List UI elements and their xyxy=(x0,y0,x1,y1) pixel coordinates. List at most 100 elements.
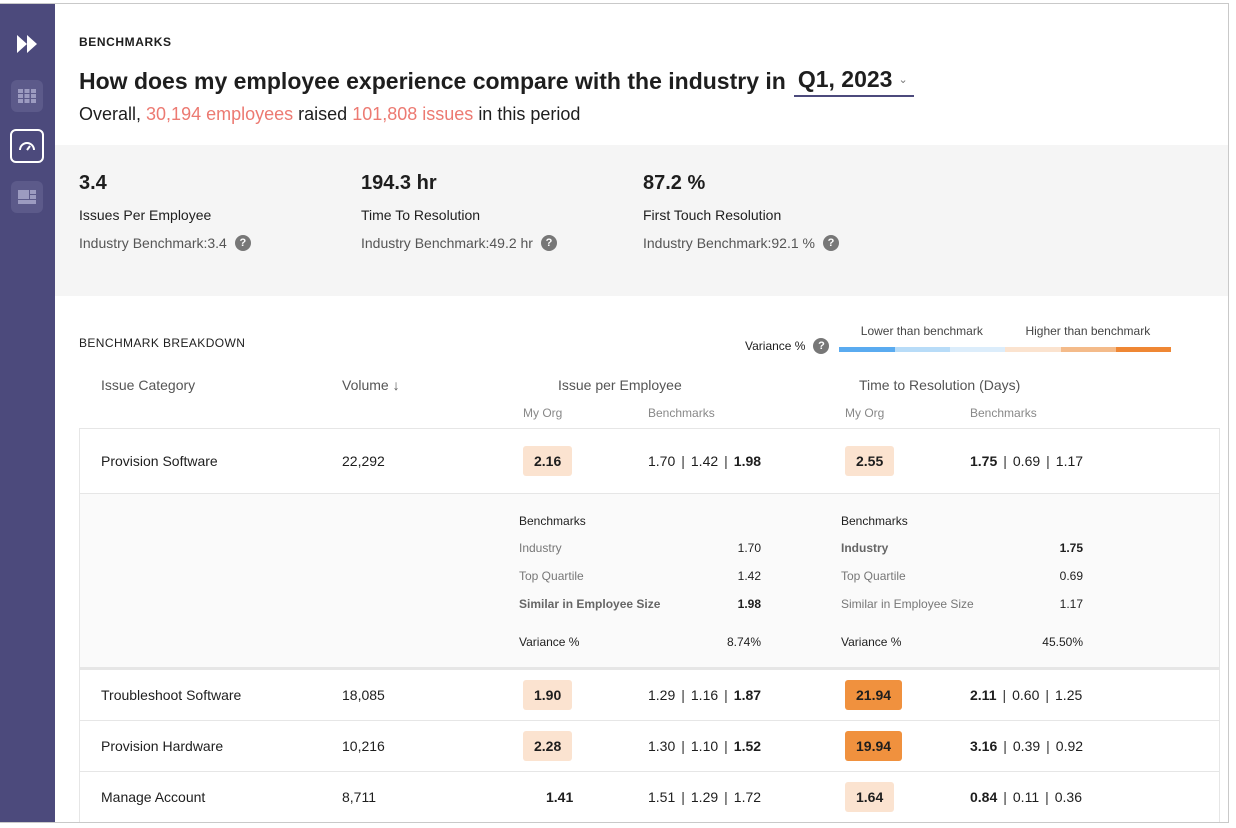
col-issue-category[interactable]: Issue Category xyxy=(101,377,196,393)
sidebar xyxy=(0,4,55,822)
variance-value: 45.50% xyxy=(1042,635,1083,649)
detail-value: 1.98 xyxy=(737,597,761,611)
detail-label: Industry xyxy=(841,541,889,555)
detail-label: Similar in Employee Size xyxy=(841,597,974,611)
detail-value: 0.69 xyxy=(1059,569,1083,583)
detail-label: Similar in Employee Size xyxy=(519,597,661,611)
grid-icon[interactable] xyxy=(11,80,43,112)
fast-forward-icon[interactable] xyxy=(11,28,43,60)
category-cell: Manage Account xyxy=(101,789,206,805)
detail-value: 1.70 xyxy=(737,541,761,555)
legend-swatch xyxy=(1116,347,1172,352)
subcol-ipe-my-org: My Org xyxy=(523,406,563,420)
ipe-my-org-value: 2.16 xyxy=(523,446,573,476)
table-row[interactable]: Provision Hardware 10,216 2.28 1.30 | 1.10 | 1.… xyxy=(79,720,1220,771)
legend-swatch xyxy=(1060,347,1117,352)
detail-row: Similar in Employee Size 1.98 xyxy=(519,590,761,618)
separator: | xyxy=(1045,687,1050,703)
main-content: BENCHMARKS How does my employee experien… xyxy=(55,4,1228,822)
ipe-benchmark-value: 1.98 xyxy=(733,453,762,469)
ipe-benchmarks: 1.30 | 1.10 | 1.52 xyxy=(648,738,761,754)
ipe-benchmarks: 1.70 | 1.42 | 1.98 xyxy=(648,453,761,469)
legend-swatch xyxy=(839,347,895,352)
kpi-value: 3.4 xyxy=(79,172,107,194)
separator: | xyxy=(724,789,728,805)
page-title: How does my employee experience compare … xyxy=(79,66,914,97)
page-eyebrow: BENCHMARKS xyxy=(79,35,172,49)
period-dropdown[interactable]: Q1, 2023 ⌄ xyxy=(793,66,914,97)
kpi-label: Issues Per Employee xyxy=(79,207,212,223)
ipe-benchmark-value: 1.10 xyxy=(690,738,719,754)
subcol-ipe-benchmarks: Benchmarks xyxy=(648,406,715,420)
separator: | xyxy=(724,453,728,469)
kpi-time-to-resolution: 194.3 hr Time To Resolution Industry Ben… xyxy=(361,172,557,251)
table-row[interactable]: Manage Account 8,711 1.41 1.51 | 1.29 | 1.72 1.6… xyxy=(79,771,1220,822)
category-cell: Troubleshoot Software xyxy=(101,687,242,703)
ipe-my-org: 2.28 xyxy=(523,731,573,761)
separator: | xyxy=(681,789,685,805)
kpi-label: Time To Resolution xyxy=(361,207,481,223)
variance-value: 8.74% xyxy=(726,635,761,649)
separator: | xyxy=(1046,453,1050,469)
volume-cell: 10,216 xyxy=(342,738,385,754)
detail-label: Top Quartile xyxy=(841,569,906,583)
detail-row: Similar in Employee Size 1.17 xyxy=(841,590,1083,618)
detail-variance: Variance % 8.74% xyxy=(519,628,761,656)
variance-label-text: Variance % xyxy=(745,339,806,353)
table-row[interactable]: Provision Software 22,292 2.16 1.70 | 1.42 | 1.… xyxy=(79,428,1220,493)
breakdown-title: BENCHMARK BREAKDOWN xyxy=(79,336,246,350)
col-time-to-resolution: Time to Resolution (Days) xyxy=(859,377,1021,393)
ipe-benchmark-value: 1.70 xyxy=(648,453,676,469)
separator: | xyxy=(681,738,685,754)
variance-label: Variance % xyxy=(519,635,580,649)
kpi-benchmark: Industry Benchmark:92.1 %? xyxy=(643,235,839,251)
help-icon[interactable]: ? xyxy=(540,235,557,251)
kpi-summary: 3.4 Issues Per Employee Industry Benchma… xyxy=(55,145,1228,296)
ipe-my-org-value: 1.90 xyxy=(523,680,573,710)
ipe-benchmark-value: 1.52 xyxy=(733,738,762,754)
separator: | xyxy=(681,453,685,469)
volume-cell: 22,292 xyxy=(342,453,385,469)
ttr-benchmark-value: 0.84 xyxy=(970,789,998,805)
detail-label: Industry xyxy=(519,541,562,555)
ttr-benchmark-value: 0.60 xyxy=(1012,687,1040,703)
col-volume[interactable]: Volume ↓ xyxy=(342,377,400,393)
legend-swatch xyxy=(950,347,1006,352)
ttr-benchmark-value: 1.17 xyxy=(1055,453,1084,469)
app-window: BENCHMARKS How does my employee experien… xyxy=(0,3,1229,823)
help-icon[interactable]: ? xyxy=(234,235,251,251)
separator: | xyxy=(724,687,728,703)
ttr-my-org-value: 19.94 xyxy=(845,731,903,761)
kpi-value: 194.3 hr xyxy=(361,172,437,194)
dashboard-icon[interactable] xyxy=(11,181,43,213)
help-icon[interactable]: ? xyxy=(822,235,839,251)
separator: | xyxy=(1002,687,1007,703)
employees-count: 30,194 employees xyxy=(146,104,294,124)
ttr-benchmark-value: 0.69 xyxy=(1012,453,1041,469)
subcol-ttr-benchmarks: Benchmarks xyxy=(970,406,1037,420)
gauge-icon[interactable] xyxy=(10,129,44,163)
kpi-benchmark: Industry Benchmark:3.4? xyxy=(79,235,251,251)
title-text: How does my employee experience compare … xyxy=(79,68,786,94)
ttr-benchmark-value: 0.36 xyxy=(1054,789,1082,805)
detail-title: Benchmarks xyxy=(841,514,908,528)
detail-value: 1.42 xyxy=(737,569,761,583)
ttr-benchmark-value: 0.11 xyxy=(1012,789,1040,805)
detail-value: 1.17 xyxy=(1059,597,1083,611)
detail-row: Industry 1.75 xyxy=(841,534,1083,562)
separator: | xyxy=(1003,738,1007,754)
separator: | xyxy=(1003,453,1007,469)
col-issue-per-employee: Issue per Employee xyxy=(558,377,682,393)
legend-strip xyxy=(839,347,1172,352)
ipe-benchmark-value: 1.51 xyxy=(648,789,676,805)
ipe-my-org: 1.90 xyxy=(523,680,573,710)
help-icon[interactable]: ? xyxy=(813,338,830,354)
summary-prefix: Overall, xyxy=(79,104,142,124)
legend-swatch xyxy=(1005,347,1061,352)
ttr-detail: Benchmarks Industry 1.75 Top Quartile 0.69 Si… xyxy=(841,514,1083,656)
ipe-my-org-value: 2.28 xyxy=(523,731,573,761)
table-row[interactable]: Troubleshoot Software 18,085 1.90 1.29 | 1.16… xyxy=(79,669,1220,720)
ttr-my-org: 2.55 xyxy=(845,446,895,476)
kpi-first-touch-resolution: 87.2 % First Touch Resolution Industry B… xyxy=(643,172,839,251)
kpi-benchmark-text: Industry Benchmark:3.4 xyxy=(79,235,227,251)
